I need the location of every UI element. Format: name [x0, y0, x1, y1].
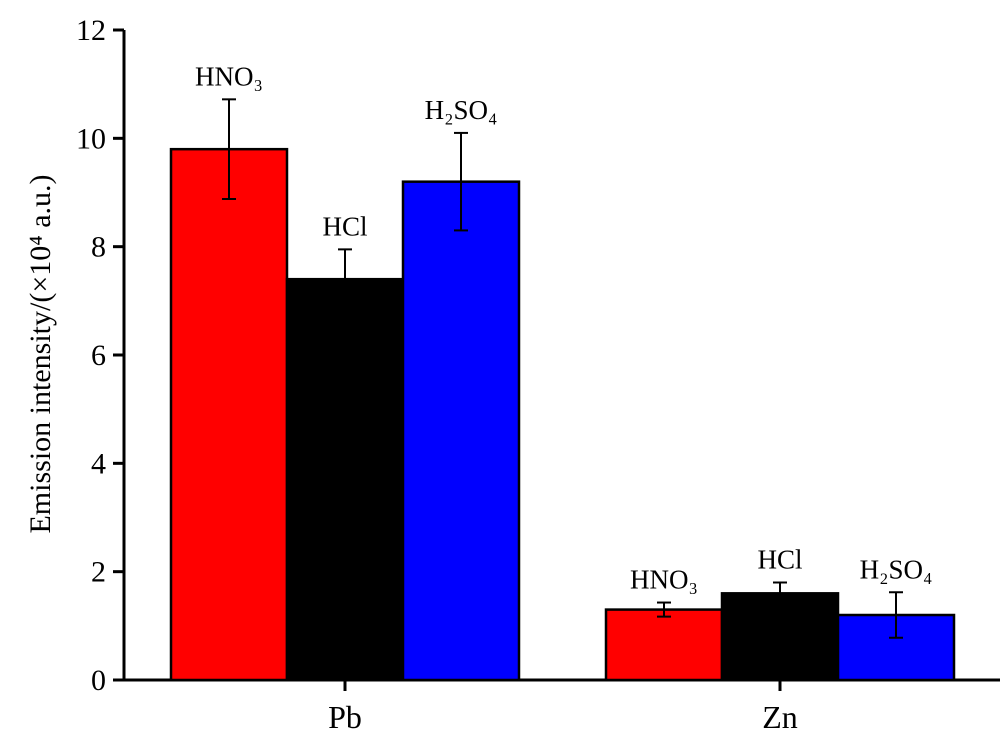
bar-labels: HNO₃ HCl H₂SO₄ HNO₃ HCl H₂SO₄ [195, 61, 932, 594]
bar-label: HCl [322, 211, 367, 241]
bar-label: HCl [757, 545, 802, 575]
y-tick-label: 4 [91, 447, 106, 480]
y-tick-label: 2 [91, 556, 106, 589]
y-tick-label: 8 [91, 231, 106, 264]
y-tick-label: 0 [91, 664, 106, 697]
y-tick-label: 10 [76, 122, 106, 155]
x-tick-label: Zn [762, 699, 798, 735]
y-tick-label: 12 [76, 14, 106, 47]
bar-label: HNO₃ [630, 565, 698, 595]
bar [401, 180, 521, 682]
bar [285, 277, 405, 682]
bar-label: H₂SO₄ [860, 554, 933, 584]
error-bars [222, 98, 903, 639]
bar [720, 592, 840, 682]
y-tick-label: 6 [91, 339, 106, 372]
bars [169, 147, 956, 682]
bar-label: HNO₃ [195, 61, 263, 91]
x-tick-label: Pb [328, 699, 362, 735]
y-axis-title: Emission intensity/(×10⁴ a.u.) [24, 174, 57, 533]
bar [169, 147, 289, 682]
bar-label: H₂SO₄ [425, 95, 498, 125]
bar [604, 608, 724, 682]
